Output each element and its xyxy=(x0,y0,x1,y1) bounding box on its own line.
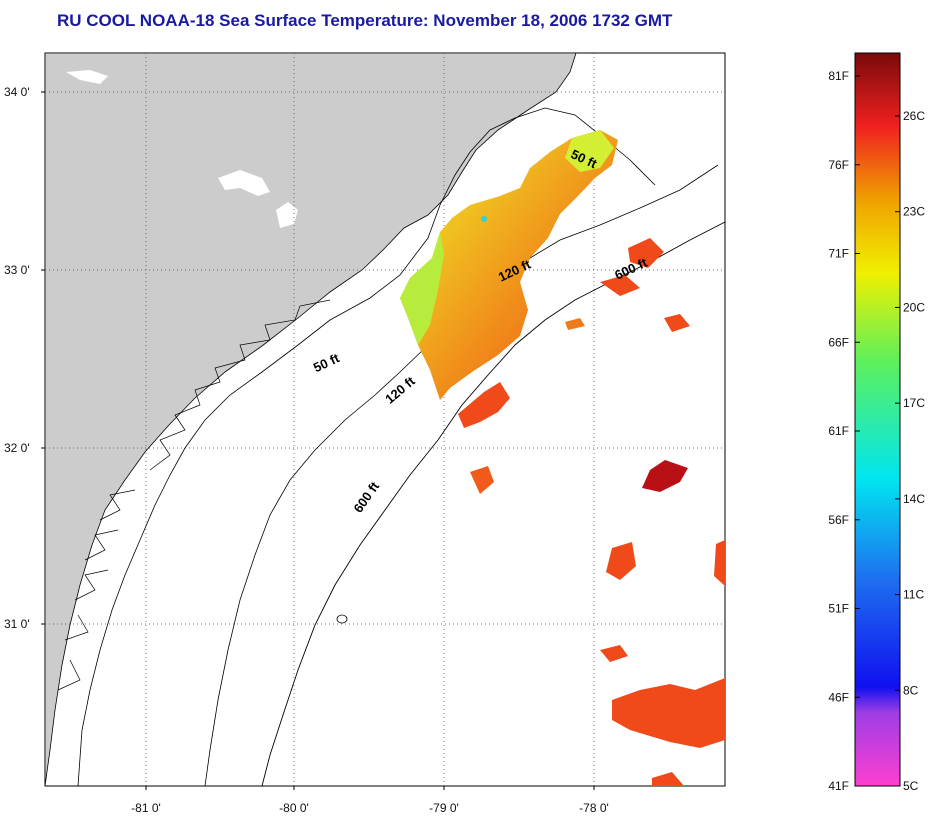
colorbar-gradient xyxy=(854,52,901,787)
latitude-axis-labels: 34 0' 33 0' 32 0' 31 0' xyxy=(4,85,30,631)
map-title: RU COOL NOAA-18 Sea Surface Temperature:… xyxy=(57,11,673,30)
isobath-50ft xyxy=(77,107,656,787)
temperature-colorbar: 81F 76F 71F 66F 61F 56F 51F 46F 41F 26C 23C 20C 17C… xyxy=(828,52,925,793)
colorbar-c-label: 17C xyxy=(903,396,925,410)
lat-label-33: 33 0' xyxy=(4,263,30,277)
colorbar-f-label: 51F xyxy=(828,602,849,616)
lon-label-78: -78 0' xyxy=(579,801,609,815)
graticule xyxy=(45,53,725,786)
lon-label-81: -81 0' xyxy=(131,801,161,815)
lat-label-34: 34 0' xyxy=(4,85,30,99)
lat-label-31: 31 0' xyxy=(4,617,30,631)
colorbar-c-label: 5C xyxy=(903,779,919,793)
lat-label-32: 32 0' xyxy=(4,441,30,455)
sst-data-swath xyxy=(400,130,725,786)
colorbar-f-label: 76F xyxy=(828,158,849,172)
colorbar-f-label: 41F xyxy=(828,779,849,793)
colorbar-f-label: 71F xyxy=(828,247,849,261)
colorbar-f-label: 66F xyxy=(828,335,849,349)
colorbar-f-label: 61F xyxy=(828,424,849,438)
longitude-axis-labels: -81 0' -80 0' -79 0' -78 0' xyxy=(131,801,609,815)
lon-label-79: -79 0' xyxy=(429,801,459,815)
colorbar-c-label: 23C xyxy=(903,205,925,219)
axis-ticks xyxy=(41,91,595,790)
inland-lake xyxy=(276,202,298,228)
colorbar-c-label: 8C xyxy=(903,683,919,697)
colorbar-c-label: 11C xyxy=(903,588,924,602)
colorbar-f-label: 46F xyxy=(828,690,849,704)
inland-lake xyxy=(218,170,270,196)
land-mass xyxy=(44,52,577,787)
colorbar-c-label: 14C xyxy=(903,492,925,506)
colorbar-fahrenheit-labels: 81F 76F 71F 66F 61F 56F 51F 46F 41F xyxy=(828,69,860,793)
inland-lake xyxy=(66,70,108,84)
lon-label-80: -80 0' xyxy=(279,801,309,815)
colorbar-f-label: 81F xyxy=(828,69,849,83)
colorbar-c-label: 26C xyxy=(903,109,925,123)
isobath-120ft xyxy=(204,164,719,787)
seamount-contour xyxy=(336,614,348,624)
colorbar-f-label: 56F xyxy=(828,513,849,527)
coastline-detail xyxy=(57,299,331,691)
colorbar-celsius-labels: 26C 23C 20C 17C 14C 11C 8C 5C xyxy=(895,109,925,793)
colorbar-c-label: 20C xyxy=(903,300,925,314)
